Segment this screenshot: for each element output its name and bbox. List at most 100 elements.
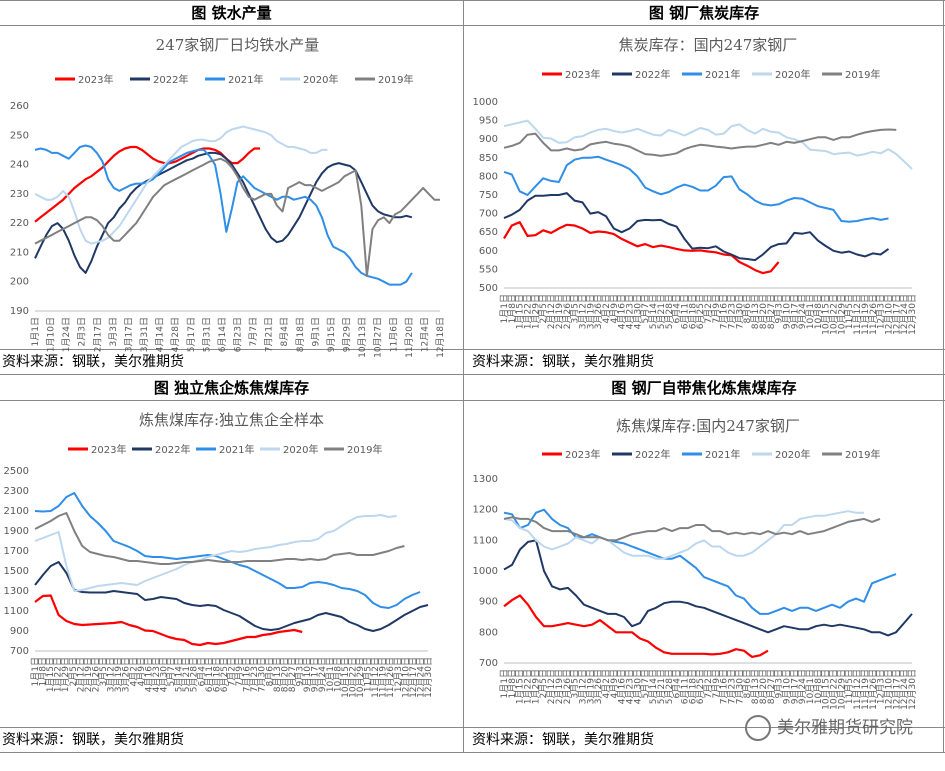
series-line-2020 xyxy=(34,514,397,592)
y-tick-label: 1200 xyxy=(473,505,498,516)
x-tick-label: 5月28日 xyxy=(664,669,675,704)
frame-title-divider-top xyxy=(0,25,945,26)
legend-item: 2020年 xyxy=(280,73,338,86)
x-tick-label: 3月17日 xyxy=(123,317,134,352)
x-tick-label: 12月10日 xyxy=(400,657,411,698)
x-tick-label: 1月22日 xyxy=(53,657,64,692)
x-tick-label: 1月29日 xyxy=(530,669,541,704)
x-tick-label: 6月4日 xyxy=(672,669,683,698)
x-tick-label: 10月1日 xyxy=(805,294,816,329)
series-line-2023 xyxy=(34,594,303,647)
x-tick-label: 11月19日 xyxy=(860,669,871,710)
y-tick-label: 220 xyxy=(10,218,29,229)
x-tick-label: 7月7日 xyxy=(248,317,259,346)
y-tick-label: 250 xyxy=(10,130,29,141)
x-tick-label: 8月27日 xyxy=(766,294,777,329)
wechat-icon xyxy=(745,715,771,741)
legend-item: 2022年 xyxy=(612,68,670,81)
x-tick-label: 3月5日 xyxy=(570,294,581,323)
x-tick-label: 7月2日 xyxy=(703,294,714,323)
x-tick-label: 1月1日 xyxy=(499,669,510,698)
x-tick-label: 5月31日 xyxy=(201,317,212,352)
x-tick-label: 9月17日 xyxy=(310,657,321,692)
frame-center-divider xyxy=(463,0,464,753)
x-tick-label: 12月10日 xyxy=(883,294,894,335)
legend-item: 2019年 xyxy=(822,68,880,81)
x-tick-label: 3月12日 xyxy=(577,294,588,329)
x-tick-label: 9月10日 xyxy=(781,294,792,329)
x-tick-label: 12月3日 xyxy=(393,657,404,692)
x-tick-label: 4月23日 xyxy=(625,294,636,329)
x-tick-label: 8月13日 xyxy=(750,294,761,329)
x-tick-label: 1月1日 xyxy=(499,294,510,323)
x-tick-label: 3月19日 xyxy=(585,669,596,704)
x-tick-label: 4月2日 xyxy=(601,294,612,323)
panel-title-independent-coking-coal: 图 独立焦企炼焦煤库存 xyxy=(153,379,310,397)
x-tick-label: 5月14日 xyxy=(174,657,185,692)
x-tick-label: 8月13日 xyxy=(272,657,283,692)
x-tick-label: 10月22日 xyxy=(829,669,840,710)
x-tick-label: 8月6日 xyxy=(742,669,753,698)
y-tick-label: 1100 xyxy=(473,535,498,546)
x-tick-label: 4月14日 xyxy=(155,317,166,352)
y-tick-label: 900 xyxy=(10,626,29,637)
x-tick-label: 5月17日 xyxy=(186,317,197,352)
x-tick-label: 5月28日 xyxy=(664,294,675,329)
x-tick-label: 9月1日 xyxy=(310,317,321,346)
legend-item: 2021年 xyxy=(205,73,263,86)
legend-label: 2020年 xyxy=(283,443,318,456)
x-tick-label: 10月1日 xyxy=(325,657,336,692)
y-tick-label: 600 xyxy=(479,246,498,257)
x-tick-label: 1月8日 xyxy=(507,669,518,698)
x-tick-label: 5月14日 xyxy=(648,294,659,329)
x-tick-label: 9月15日 xyxy=(326,317,337,352)
x-tick-label: 8月6日 xyxy=(742,294,753,323)
chart-title: 炼焦煤库存:独立焦企全样本 xyxy=(139,411,324,429)
x-tick-label: 4月30日 xyxy=(632,669,643,704)
x-tick-label: 3月12日 xyxy=(106,657,117,692)
legend-label: 2021年 xyxy=(228,73,263,86)
y-tick-label: 800 xyxy=(479,627,498,638)
legend-label: 2019年 xyxy=(378,73,413,86)
frame-bottom xyxy=(0,752,945,753)
frame-source-bottom xyxy=(0,374,945,375)
x-tick-label: 6月18日 xyxy=(211,657,222,692)
y-tick-label: 700 xyxy=(479,658,498,669)
x-tick-label: 3月31日 xyxy=(139,317,150,352)
frame-top xyxy=(0,0,945,1)
x-tick-label: 6月25日 xyxy=(695,294,706,329)
x-tick-label: 3月12日 xyxy=(577,669,588,704)
y-tick-label: 750 xyxy=(479,190,498,201)
y-tick-label: 1300 xyxy=(4,586,29,597)
x-tick-label: 7月23日 xyxy=(727,294,738,329)
x-tick-label: 8月4日 xyxy=(279,317,290,346)
x-tick-label: 2月12日 xyxy=(75,657,86,692)
series-line-2019 xyxy=(34,157,440,277)
x-tick-label: 8月20日 xyxy=(758,294,769,329)
series-line-2021 xyxy=(34,492,421,609)
x-tick-label: 6月25日 xyxy=(695,669,706,704)
x-tick-label: 10月1日 xyxy=(805,669,816,704)
x-tick-label: 2月12日 xyxy=(546,294,557,329)
x-tick-label: 7月23日 xyxy=(727,669,738,704)
x-tick-label: 11月19日 xyxy=(860,294,871,335)
x-tick-label: 9月29日 xyxy=(342,317,353,352)
y-tick-label: 190 xyxy=(10,306,29,317)
panel-title-steel-mill-coking-coal: 图 钢厂自带焦化炼焦煤库存 xyxy=(611,379,797,397)
x-tick-label: 6月14日 xyxy=(217,317,228,352)
x-tick-label: 5月7日 xyxy=(640,294,651,323)
legend-item: 2022年 xyxy=(132,443,190,456)
legend-label: 2022年 xyxy=(153,73,188,86)
series-line-2023 xyxy=(503,594,769,658)
x-tick-label: 9月24日 xyxy=(797,294,808,329)
x-tick-label: 11月6日 xyxy=(388,317,399,352)
frame-title-divider-bottom xyxy=(0,400,945,401)
y-tick-label: 2100 xyxy=(4,506,29,517)
x-tick-label: 3月26日 xyxy=(121,657,132,692)
y-tick-label: 800 xyxy=(479,171,498,182)
x-tick-label: 10月15日 xyxy=(821,294,832,335)
x-tick-label: 11月5日 xyxy=(844,669,855,704)
x-tick-label: 1月10日 xyxy=(46,317,57,352)
x-tick-label: 4月30日 xyxy=(158,657,169,692)
legend-item: 2020年 xyxy=(260,443,318,456)
